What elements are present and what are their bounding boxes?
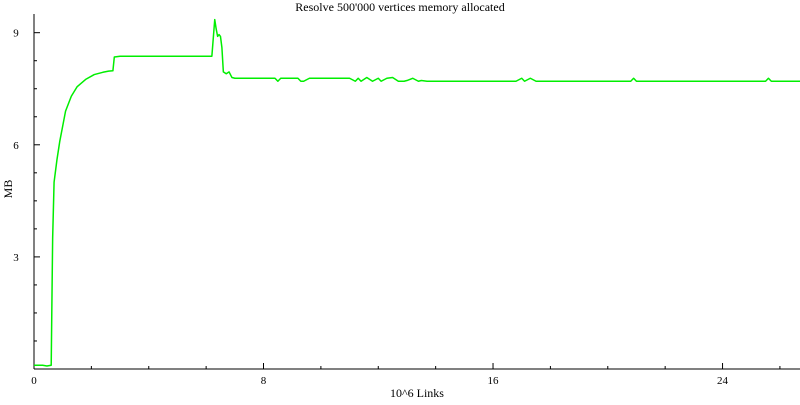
chart-title: Resolve 500'000 vertices memory allocate… [295, 0, 504, 14]
x-axis-label: 10^6 Links [390, 386, 444, 400]
x-tick-label: 8 [261, 375, 267, 387]
y-tick-label: 6 [13, 140, 19, 152]
y-axis-label: MB [1, 180, 15, 199]
y-tick-label: 3 [13, 252, 19, 264]
x-tick-label: 24 [717, 375, 729, 387]
y-tick-label: 9 [13, 28, 19, 40]
series-line-memory [34, 18, 800, 367]
series-layer [34, 18, 800, 367]
x-tick-label: 0 [31, 375, 37, 387]
axis-ticks: 3 6 9 0 8 16 24 [13, 28, 781, 387]
x-tick-label: 16 [488, 375, 500, 387]
